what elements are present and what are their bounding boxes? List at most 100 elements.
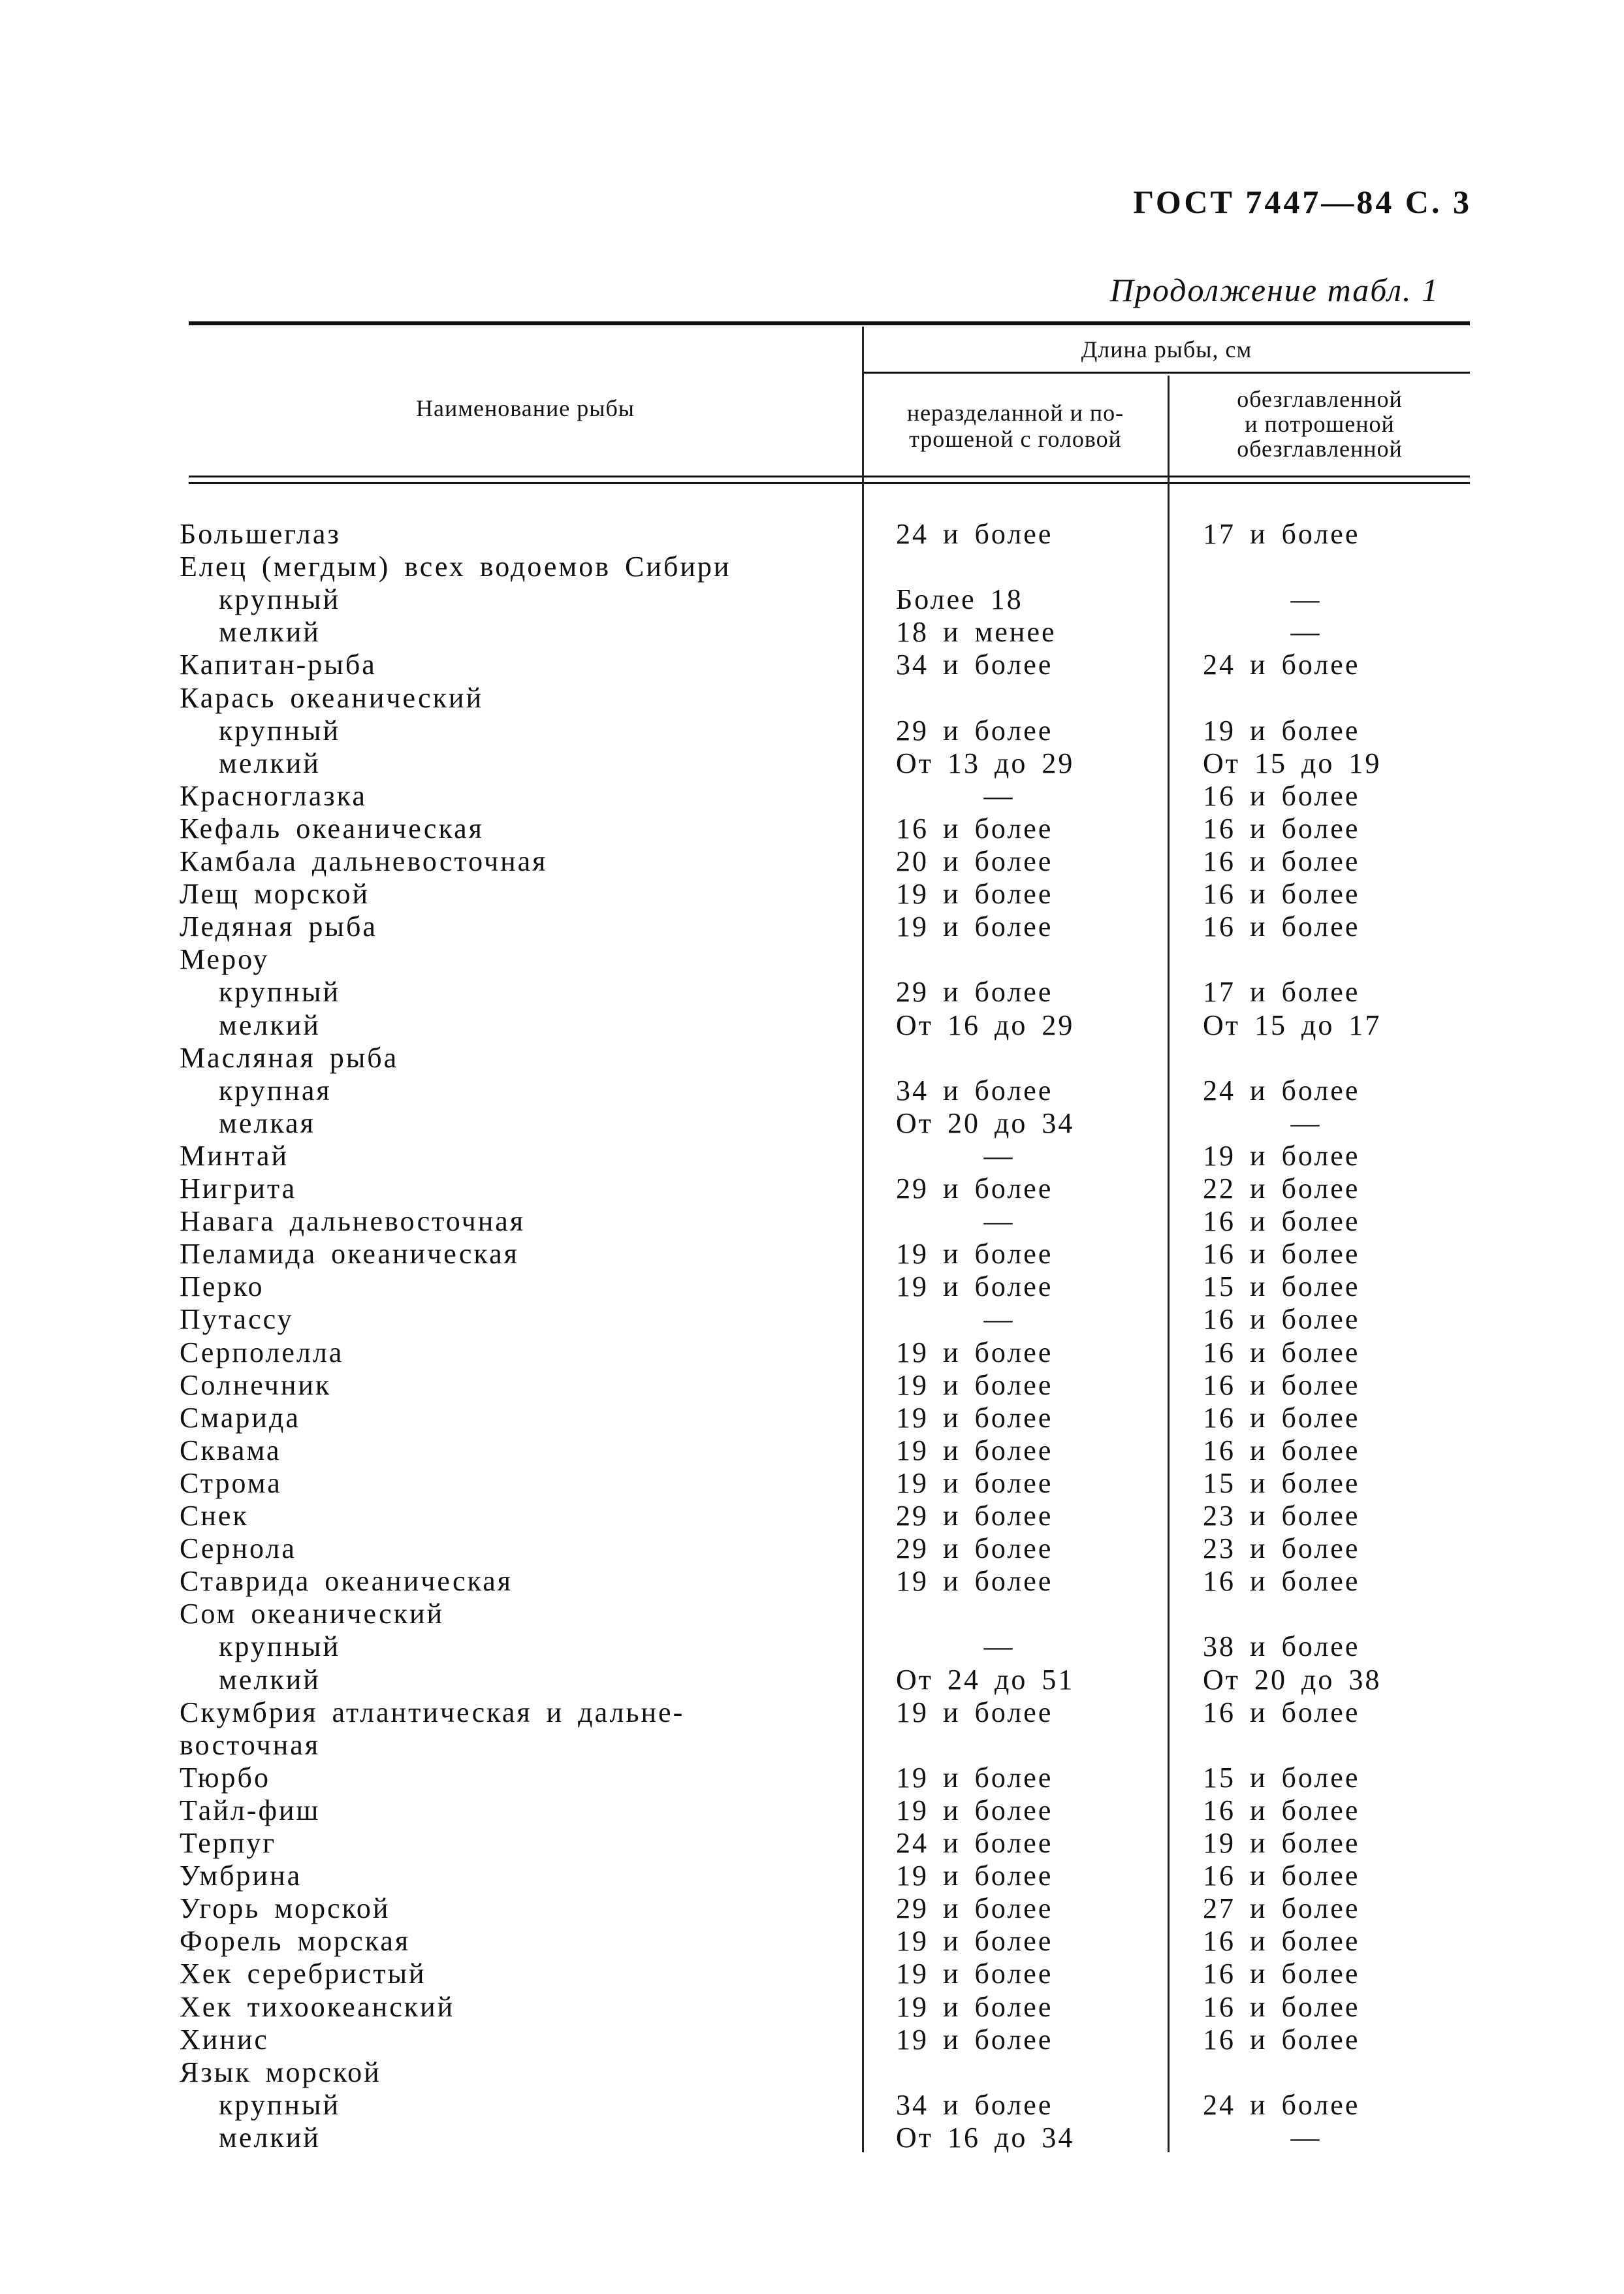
table-row: Капитан-рыба 34 и более 24 и более xyxy=(0,649,1624,681)
table-row: Елец (мегдым) всех водоемов Сибири xyxy=(0,551,1624,583)
length-whole: От 20 до 34 xyxy=(896,1107,1075,1139)
length-whole: 19 и более xyxy=(896,1336,1053,1368)
fish-name: Хек серебристый xyxy=(180,1958,426,1990)
table-row: Большеглаз 24 и более 17 и более xyxy=(0,518,1624,551)
table-row: Сом океанический xyxy=(0,1598,1624,1630)
table-row: крупный — 38 и более xyxy=(0,1630,1624,1663)
page-header: ГОСТ 7447—84 С. 3 xyxy=(1133,184,1472,220)
length-headless: От 15 до 17 xyxy=(1203,1009,1382,1041)
length-headless: 24 и более xyxy=(1203,1074,1360,1107)
length-headless: От 15 до 19 xyxy=(1203,747,1382,779)
group-header-rule xyxy=(863,372,1470,374)
fish-name: мелкий xyxy=(219,1009,321,1041)
fish-name: восточная xyxy=(180,1728,321,1761)
fish-name: Ставрида океаническая xyxy=(180,1565,513,1598)
length-whole: 19 и более xyxy=(896,1925,1053,1958)
table-row: мелкий От 16 до 29 От 15 до 17 xyxy=(0,1009,1624,1042)
table-row: Сквама 19 и более 16 и более xyxy=(0,1434,1624,1467)
table-row: Хинис 19 и более 16 и более xyxy=(0,2024,1624,2056)
length-headless: 23 и более xyxy=(1203,1500,1360,1532)
length-whole: — xyxy=(983,1205,1015,1238)
fish-name: Навага дальневосточная xyxy=(180,1205,526,1238)
table-row: Ледяная рыба 19 и более 16 и более xyxy=(0,911,1624,943)
length-whole: 20 и более xyxy=(896,845,1053,877)
table-row: Масляная рыба xyxy=(0,1042,1624,1074)
table-top-rule xyxy=(189,321,1470,325)
fish-name: мелкий xyxy=(219,1663,321,1696)
fish-name: Большеглаз xyxy=(180,518,341,550)
fish-name: Карась океанический xyxy=(180,681,484,714)
length-whole: 29 и более xyxy=(896,1892,1053,1925)
table-row: Нигрита 29 и более 22 и более xyxy=(0,1172,1624,1205)
fish-name: Серполелла xyxy=(180,1336,344,1368)
table-row: Тайл-фиш 19 и более 16 и более xyxy=(0,1794,1624,1827)
length-whole: 19 и более xyxy=(896,878,1053,911)
fish-name: крупный xyxy=(219,976,340,1009)
length-whole: Более 18 xyxy=(896,583,1023,616)
table-row: Умбрина 19 и более 16 и более xyxy=(0,1860,1624,1892)
fish-name: мелкий xyxy=(219,747,321,779)
length-headless: 16 и более xyxy=(1203,1434,1360,1466)
fish-name: Хек тихоокеанский xyxy=(180,1990,455,2023)
table-row: Лещ морской 19 и более 16 и более xyxy=(0,878,1624,911)
length-headless: 27 и более xyxy=(1203,1892,1360,1925)
length-whole: 29 и более xyxy=(896,976,1053,1009)
length-whole: 34 и более xyxy=(896,1074,1053,1107)
length-whole: 19 и более xyxy=(896,1794,1053,1826)
header-col-headless-line: и потрошеной xyxy=(1245,411,1395,437)
table-row: крупный 29 и более 19 и более xyxy=(0,715,1624,747)
length-whole: 29 и более xyxy=(896,1500,1053,1532)
table-row: крупный 29 и более 17 и более xyxy=(0,976,1624,1009)
length-headless: 16 и более xyxy=(1203,1303,1360,1336)
length-headless: 16 и более xyxy=(1203,1696,1360,1728)
length-whole: 24 и более xyxy=(896,518,1053,550)
length-whole: 24 и более xyxy=(896,1827,1053,1859)
table-row: Пеламида океаническая 19 и более 16 и боле… xyxy=(0,1238,1624,1270)
length-headless: 17 и более xyxy=(1203,518,1360,550)
table-row: Терпуг 24 и более 19 и более xyxy=(0,1827,1624,1860)
length-headless: 16 и более xyxy=(1203,1336,1360,1368)
length-whole: 29 и более xyxy=(896,714,1053,747)
length-whole: — xyxy=(983,1303,1015,1336)
header-col-whole: неразделанной и по- трошеной с головой xyxy=(863,400,1168,452)
length-whole: 19 и более xyxy=(896,2023,1053,2056)
length-whole: 19 и более xyxy=(896,911,1053,943)
fish-name: Масляная рыба xyxy=(180,1041,399,1074)
fish-name: Тюрбо xyxy=(180,1761,270,1794)
table-row: Хек тихоокеанский 19 и более 16 и более xyxy=(0,1991,1624,2024)
fish-name: Форель морская xyxy=(180,1925,411,1958)
length-whole: 16 и более xyxy=(896,812,1053,845)
header-bottom-rule-2 xyxy=(189,482,1470,484)
length-whole: — xyxy=(983,1139,1015,1172)
fish-name: Угорь морской xyxy=(180,1892,390,1925)
fish-name: Камбала дальневосточная xyxy=(180,845,548,877)
length-headless: 16 и более xyxy=(1203,1990,1360,2023)
length-whole: 19 и более xyxy=(896,1434,1053,1466)
length-headless: От 20 до 38 xyxy=(1203,1663,1382,1696)
table-row: Сернола 29 и более 23 и более xyxy=(0,1532,1624,1565)
length-headless: 16 и более xyxy=(1203,1860,1360,1892)
length-whole: — xyxy=(983,1630,1015,1663)
header-col-headless-line: обезглавленной xyxy=(1237,386,1403,412)
length-headless: — xyxy=(1290,583,1322,616)
table-row: Камбала дальневосточная 20 и более 16 и бо… xyxy=(0,845,1624,878)
length-whole: 29 и более xyxy=(896,1172,1053,1204)
table-row: Угорь морской 29 и более 27 и более xyxy=(0,1892,1624,1925)
column-divider-1 xyxy=(862,327,864,2152)
table-continuation-label: Продолжение табл. 1 xyxy=(1109,272,1439,308)
length-whole: 19 и более xyxy=(896,1958,1053,1990)
table-row: Перко 19 и более 15 и более xyxy=(0,1270,1624,1303)
column-divider-2 xyxy=(1168,376,1170,2152)
length-whole: 34 и более xyxy=(896,2088,1053,2121)
length-headless: 16 и более xyxy=(1203,1368,1360,1401)
fish-name: крупный xyxy=(219,2088,340,2121)
fish-name: Смарида xyxy=(180,1401,300,1434)
length-whole: 19 и более xyxy=(896,1368,1053,1401)
header-col-headless-line: обезглавленной xyxy=(1237,436,1403,462)
table-row: Строма 19 и более 15 и более xyxy=(0,1467,1624,1500)
length-headless: 23 и более xyxy=(1203,1532,1360,1565)
table-row: Кефаль океаническая 16 и более 16 и более xyxy=(0,813,1624,845)
table-row: мелкий От 13 до 29 От 15 до 19 xyxy=(0,747,1624,780)
length-whole: 29 и более xyxy=(896,1532,1053,1565)
table-row: Красноглазка — 16 и более xyxy=(0,780,1624,813)
